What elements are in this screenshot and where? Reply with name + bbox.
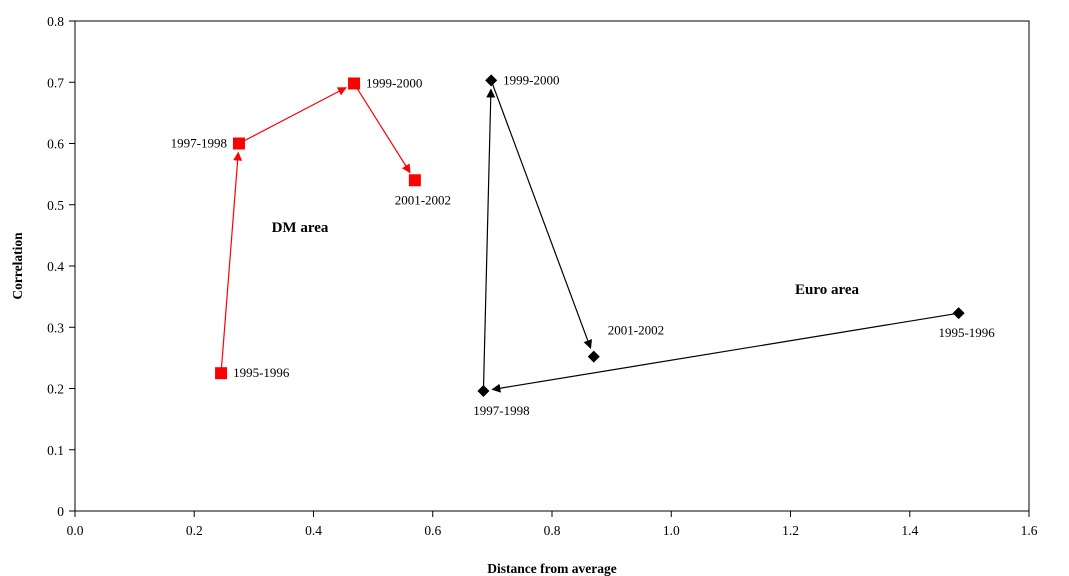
series-label-dm-area: DM area: [272, 220, 329, 236]
euro-area-label-1995-1996: 1995-1996: [938, 325, 995, 340]
euro-area-arrow: [491, 312, 959, 393]
x-axis-title: Distance from average: [487, 561, 616, 576]
y-tick-label: 0.5: [47, 198, 64, 213]
x-tick-label: 0.6: [424, 523, 441, 538]
y-tick-label: 0.4: [47, 259, 64, 274]
x-tick-label: 0.8: [544, 523, 561, 538]
y-axis-title: Correlation: [10, 232, 25, 300]
y-tick-label: 0.3: [47, 320, 64, 335]
x-tick-label: 1.2: [782, 523, 799, 538]
plot-area: [74, 20, 1030, 512]
euro-area-arrow: [490, 80, 593, 350]
axis-ticks: 0.0 0.2 0.4 0.6 0.8 1.0 1.2 1.4 1.6 0 0.1 0.2 0.3 0.4…: [47, 14, 1038, 538]
y-tick-label: 0.8: [47, 14, 64, 29]
dm-area-point-1995-1996: [215, 367, 228, 380]
y-tick-label: 0.7: [47, 75, 64, 90]
series-connectors: [220, 80, 959, 393]
x-tick-label: 1.4: [901, 523, 918, 538]
euro-area-label-2001-2002: 2001-2002: [608, 323, 664, 338]
x-tick-label: 1.0: [663, 523, 680, 538]
dm-area-arrow: [238, 87, 347, 145]
dm-area-point-1999-2000: [348, 77, 361, 90]
y-tick-label: 0.6: [47, 137, 64, 152]
series-label-euro-area: Euro area: [795, 282, 860, 298]
dm-area-point-1997-1998: [232, 137, 245, 150]
dm-area-point-2001-2002: [408, 174, 421, 187]
euro-area-label-1999-2000: 1999-2000: [503, 72, 559, 87]
euro-area-label-1997-1998: 1997-1998: [473, 403, 529, 418]
dm-area-label-1995-1996: 1995-1996: [233, 365, 290, 380]
euro-area-point-1995-1996: [952, 307, 965, 320]
x-tick-label: 1.6: [1021, 523, 1038, 538]
dm-area-arrow: [353, 83, 411, 174]
euro-area-point-1999-2000: [485, 74, 498, 87]
x-tick-label: 0.2: [186, 523, 203, 538]
y-tick-label: 0: [57, 504, 64, 519]
x-tick-label: 0.0: [67, 523, 84, 538]
dm-area-arrow: [220, 151, 243, 374]
euro-area-arrow: [482, 88, 496, 391]
euro-area-point-2001-2002: [587, 350, 600, 363]
euro-area-point-1997-1998: [477, 384, 490, 397]
point-labels: 1995-1996 1997-1998 1999-2000 2001-2002 1995…: [171, 72, 996, 418]
dm-area-label-2001-2002: 2001-2002: [395, 192, 451, 207]
dm-area-label-1997-1998: 1997-1998: [171, 136, 227, 151]
x-tick-label: 0.4: [305, 523, 322, 538]
y-tick-label: 0.2: [47, 382, 64, 397]
series-markers: [215, 74, 965, 397]
y-tick-label: 0.1: [47, 443, 64, 458]
dm-area-label-1999-2000: 1999-2000: [366, 75, 422, 90]
